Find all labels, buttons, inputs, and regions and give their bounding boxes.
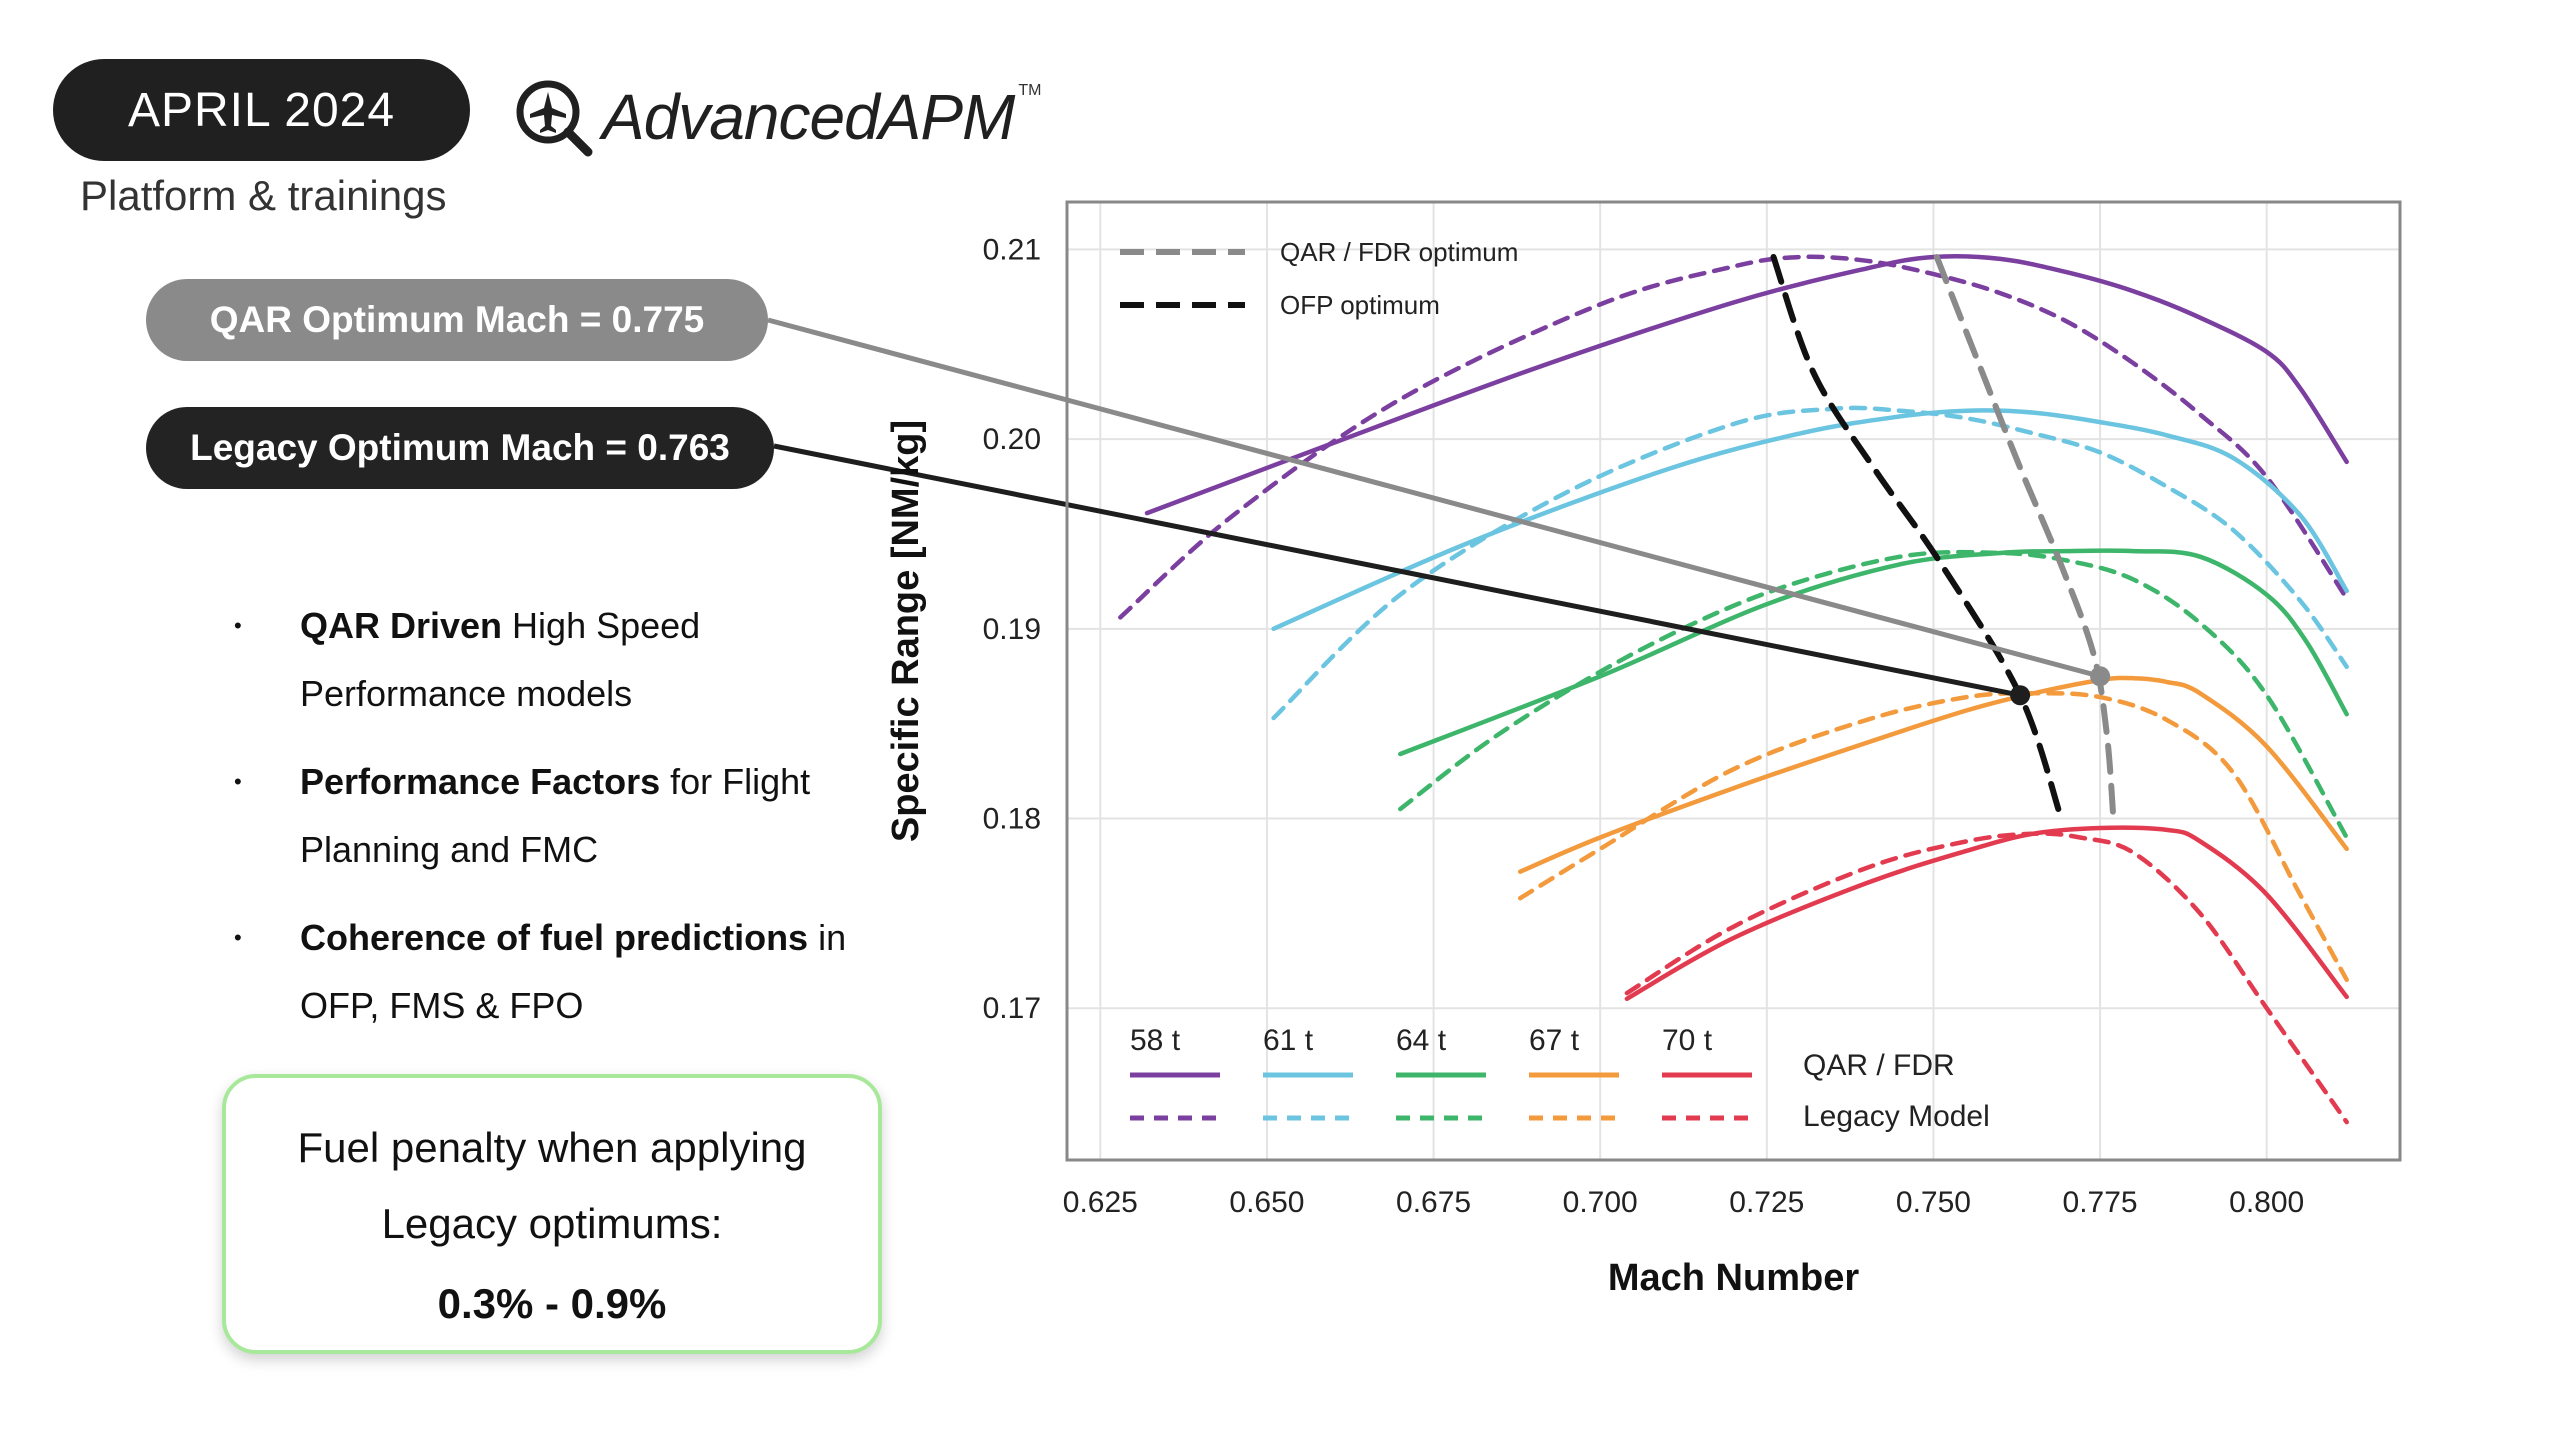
bullet-list: QAR Driven High Speed Performance models… [230,592,870,1060]
y-tick-label: 0.18 [983,803,1041,836]
y-tick-label: 0.17 [983,992,1041,1025]
x-ticks: 0.625 0.650 0.675 0.700 0.725 0.750 0.775 0.800 [1063,1186,2304,1219]
plot-frame [1065,200,2402,1162]
legacy-optimum-text: Legacy Optimum Mach = 0.763 [190,427,730,468]
bullet-text: for Flight Planning and FMC [300,761,811,870]
qar-optimum-text: QAR Optimum Mach = 0.775 [209,299,705,340]
series-line-64t-qar [1398,548,2349,757]
x-tick-label: 0.700 [1563,1186,1638,1219]
y-tick-label: 0.21 [983,233,1041,266]
callout-connectors [767,317,2111,706]
bullet-item: Performance Factors for Flight Planning … [230,748,870,884]
legend: QAR / FDR optimum OFP optimum 58 t 61 t 64 t… [1120,237,1990,1133]
y-tick-label: 0.20 [983,423,1041,456]
qar-connector-line [767,317,2101,679]
qar-optimum-callout: QAR Optimum Mach = 0.775 [146,279,768,361]
legend-weight-label: 67 t [1529,1024,1580,1057]
bullet-item: Coherence of fuel predictions in OFP, FM… [230,904,870,1040]
logo-trademark: TM [1018,82,1042,99]
grid [1067,202,2400,1160]
legacy-optimum-point [2010,685,2031,706]
y-axis-title: Specific Range [NM/kg] [885,420,927,842]
x-tick-label: 0.650 [1229,1186,1304,1219]
legend-ofp-optimum-label: OFP optimum [1280,290,1440,320]
legend-weight-label: 70 t [1662,1024,1713,1057]
legend-dashed-label: Legacy Model [1803,1100,1990,1133]
x-tick-label: 0.800 [2229,1186,2304,1219]
logo-text: AdvancedAPM [602,81,1015,153]
series-line-70t-qar [1624,825,2349,1002]
date-text: APRIL 2024 [127,83,396,137]
x-tick-label: 0.625 [1063,1186,1138,1219]
series-line-70t-legacy [1624,831,2349,1125]
x-tick-label: 0.675 [1396,1186,1471,1219]
x-tick-label: 0.725 [1729,1186,1804,1219]
x-tick-label: 0.750 [1896,1186,1971,1219]
y-ticks: 0.17 0.18 0.19 0.20 0.21 [983,233,1041,1025]
fuel-penalty-value: 0.3% - 0.9% [437,1280,667,1327]
series-line-58t-legacy [1118,254,2349,620]
legacy-connector-line [773,443,2021,698]
legend-weight-label: 64 t [1396,1024,1447,1057]
series-line-61t-qar [1271,408,2349,632]
subtitle: Platform & trainings [80,172,447,219]
bullet-text: in OFP, FMS & FPO [300,917,847,1026]
fuel-penalty-line2: Legacy optimums: [381,1200,723,1247]
date-badge: APRIL 2024 [53,59,470,161]
x-axis-title: Mach Number [1608,1257,1859,1299]
magnifier-plane-icon [516,80,593,157]
bullet-text: High Speed Performance models [300,605,701,714]
advancedapm-logo: AdvancedAPM TM [510,72,1041,162]
legend-weight-label: 58 t [1130,1024,1181,1057]
y-tick-label: 0.19 [983,613,1041,646]
fuel-penalty-line1: Fuel penalty when applying [297,1124,807,1171]
legend-qar-optimum-label: QAR / FDR optimum [1280,237,1518,267]
series-line-58t-qar [1144,253,2349,516]
ofp-optimum-line [1770,254,2064,818]
qar-optimum-point [2090,666,2111,687]
bullet-bold: Performance Factors [300,761,661,802]
legacy-optimum-callout: Legacy Optimum Mach = 0.763 [146,407,774,489]
bullet-item: QAR Driven High Speed Performance models [230,592,870,728]
bullet-bold: QAR Driven [300,605,503,646]
series-line-64t-legacy [1398,549,2349,840]
bullet-bold: Coherence of fuel predictions [300,917,809,958]
x-tick-label: 0.775 [2063,1186,2138,1219]
series-line-61t-legacy [1271,405,2349,721]
series-layer [1118,253,2349,1125]
legend-solid-label: QAR / FDR [1803,1049,1955,1082]
qar-optimum-line [1933,254,2117,822]
fuel-penalty-box: Fuel penalty when applying Legacy optimu… [222,1074,882,1354]
legend-weight-label: 61 t [1263,1024,1314,1057]
